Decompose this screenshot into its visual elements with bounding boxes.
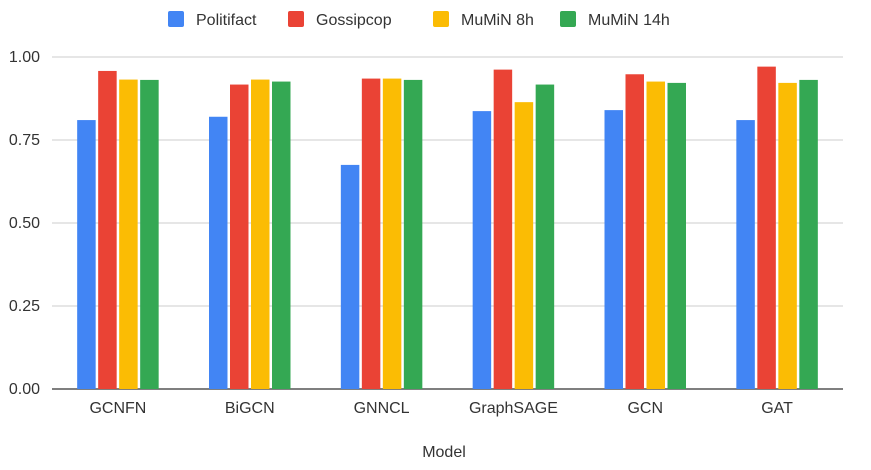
bar-mumin-8h-bigcn <box>251 79 270 390</box>
legend-swatch <box>288 11 304 27</box>
y-tick-label: 0.75 <box>9 132 40 149</box>
x-tick-label: GraphSAGE <box>469 400 558 417</box>
bar-politifact-graphsage <box>472 111 492 389</box>
x-axis-ticks: GCNFN BiGCN GNNCL GraphSAGE GCN GAT <box>89 400 793 417</box>
bars <box>77 66 818 390</box>
y-tick-label: 0.50 <box>9 215 40 232</box>
gridlines <box>52 56 843 390</box>
x-tick-label: BiGCN <box>225 400 275 417</box>
x-tick-label: GNNCL <box>354 400 410 417</box>
bar-politifact-gcnfn <box>77 120 96 389</box>
bar-gossipcop-gat <box>757 66 776 390</box>
legend-label: Politifact <box>196 12 257 29</box>
legend-swatch <box>168 11 184 27</box>
bar-mumin-14h-graphsage <box>535 84 555 389</box>
x-tick-label: GCN <box>627 400 663 417</box>
bar-gossipcop-gnncl <box>361 78 381 389</box>
legend-swatch <box>560 11 576 27</box>
legend-label: MuMiN 8h <box>461 12 534 29</box>
bar-politifact-gat <box>736 120 755 389</box>
bar-gossipcop-bigcn <box>230 84 249 389</box>
y-tick-label: 0.00 <box>9 381 40 398</box>
bar-mumin-14h-gat <box>799 79 818 390</box>
bar-politifact-bigcn <box>209 116 228 389</box>
bar-politifact-gcn <box>604 110 623 390</box>
x-axis-title: Model <box>422 444 466 461</box>
legend: Politifact Gossipcop MuMiN 8h MuMiN 14h <box>168 11 670 29</box>
x-tick-label: GCNFN <box>89 400 146 417</box>
legend-swatch <box>433 11 449 27</box>
bar-politifact-gnncl <box>340 164 360 389</box>
legend-item-gossipcop[interactable]: Gossipcop <box>288 11 392 29</box>
bar-gossipcop-gcnfn <box>98 70 117 389</box>
legend-item-mumin-8h[interactable]: MuMiN 8h <box>433 11 534 29</box>
y-tick-label: 1.00 <box>9 49 40 66</box>
bar-mumin-8h-gat <box>778 82 797 389</box>
legend-label: Gossipcop <box>316 12 392 29</box>
bar-mumin-8h-graphsage <box>514 102 534 389</box>
bar-mumin-8h-gcn <box>646 81 665 390</box>
bar-mumin-14h-gnncl <box>403 79 423 390</box>
bar-mumin-8h-gnncl <box>382 78 402 389</box>
y-tick-label: 0.25 <box>9 298 40 315</box>
bar-gossipcop-graphsage <box>493 69 513 389</box>
bar-mumin-8h-gcnfn <box>119 79 138 390</box>
legend-item-mumin-14h[interactable]: MuMiN 14h <box>560 11 670 29</box>
legend-label: MuMiN 14h <box>588 12 670 29</box>
bar-mumin-14h-gcn <box>667 82 686 389</box>
bar-gossipcop-gcn <box>625 74 644 389</box>
legend-item-politifact[interactable]: Politifact <box>168 11 257 29</box>
bar-mumin-14h-gcnfn <box>140 79 159 390</box>
y-axis-ticks: 0.00 0.25 0.50 0.75 1.00 <box>9 49 40 398</box>
bar-mumin-14h-bigcn <box>272 81 291 390</box>
x-tick-label: GAT <box>761 400 793 417</box>
